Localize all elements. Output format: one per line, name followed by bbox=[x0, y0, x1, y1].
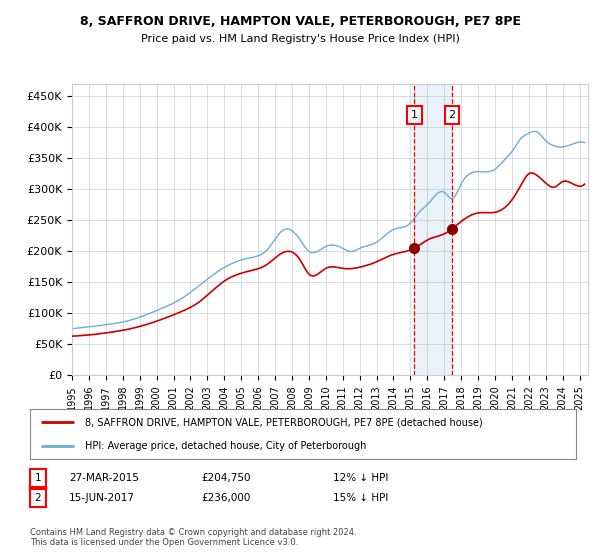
Text: £236,000: £236,000 bbox=[201, 493, 250, 503]
Text: 2: 2 bbox=[34, 493, 41, 503]
Text: 12% ↓ HPI: 12% ↓ HPI bbox=[333, 473, 388, 483]
Text: 1: 1 bbox=[34, 473, 41, 483]
Text: 15% ↓ HPI: 15% ↓ HPI bbox=[333, 493, 388, 503]
Text: 8, SAFFRON DRIVE, HAMPTON VALE, PETERBOROUGH, PE7 8PE (detached house): 8, SAFFRON DRIVE, HAMPTON VALE, PETERBOR… bbox=[85, 417, 482, 427]
Text: 8, SAFFRON DRIVE, HAMPTON VALE, PETERBOROUGH, PE7 8PE: 8, SAFFRON DRIVE, HAMPTON VALE, PETERBOR… bbox=[79, 15, 521, 27]
Text: Price paid vs. HM Land Registry's House Price Index (HPI): Price paid vs. HM Land Registry's House … bbox=[140, 34, 460, 44]
Text: HPI: Average price, detached house, City of Peterborough: HPI: Average price, detached house, City… bbox=[85, 441, 366, 451]
Bar bbox=[414, 84, 452, 375]
Text: 1: 1 bbox=[411, 110, 418, 120]
Text: 2: 2 bbox=[448, 110, 455, 120]
Text: £204,750: £204,750 bbox=[201, 473, 251, 483]
Text: 15-JUN-2017: 15-JUN-2017 bbox=[69, 493, 135, 503]
Text: Contains HM Land Registry data © Crown copyright and database right 2024.
This d: Contains HM Land Registry data © Crown c… bbox=[30, 528, 356, 548]
Text: 27-MAR-2015: 27-MAR-2015 bbox=[69, 473, 139, 483]
